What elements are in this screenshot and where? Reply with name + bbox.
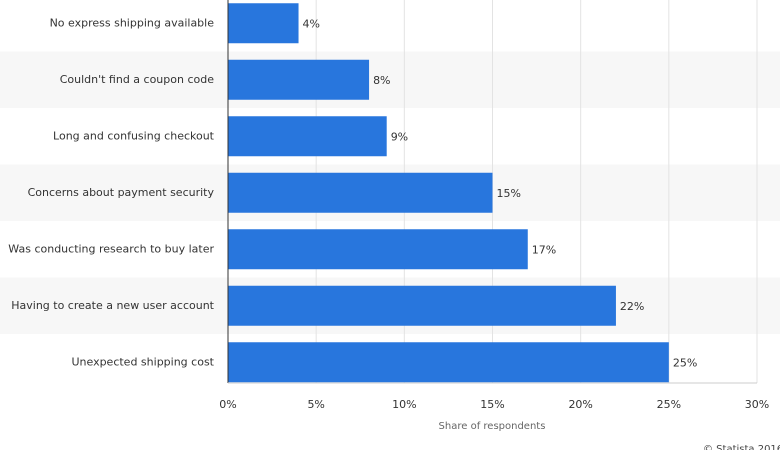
y-tick-label: Concerns about payment security — [28, 186, 215, 199]
value-label: 25% — [673, 356, 697, 369]
value-label: 8% — [373, 74, 390, 87]
bar — [228, 116, 387, 157]
x-tick-label: 0% — [219, 398, 236, 411]
x-tick-label: 10% — [392, 398, 416, 411]
x-tick-label: 5% — [307, 398, 324, 411]
x-tick-label: 30% — [745, 398, 769, 411]
y-tick-label: Was conducting research to buy later — [8, 242, 214, 255]
credit: © Statista 2016 — [703, 444, 780, 450]
value-label: 15% — [497, 187, 521, 200]
y-tick-label: No express shipping available — [50, 16, 215, 29]
value-label: 17% — [532, 243, 556, 256]
y-tick-label: Having to create a new user account — [11, 299, 214, 312]
x-tick-label: 25% — [657, 398, 681, 411]
y-tick-label: Unexpected shipping cost — [71, 355, 214, 368]
x-tick-label: 20% — [568, 398, 592, 411]
row-stripe — [0, 51, 780, 108]
bar — [228, 285, 616, 326]
x-axis-label: Share of respondents — [439, 421, 546, 432]
bar — [228, 229, 528, 270]
value-label: 9% — [391, 130, 408, 143]
bar — [228, 342, 669, 383]
y-tick-label: Couldn't find a coupon code — [60, 73, 215, 86]
y-tick-label: Long and confusing checkout — [53, 129, 215, 142]
value-label: 22% — [620, 300, 644, 313]
x-tick-label: 15% — [480, 398, 504, 411]
value-label: 4% — [303, 17, 320, 30]
bar — [228, 59, 370, 100]
bar — [228, 3, 299, 44]
bar — [228, 172, 493, 213]
